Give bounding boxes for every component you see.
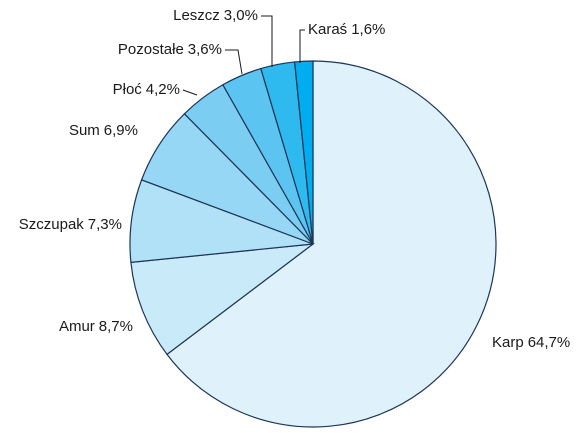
leader-line: [182, 89, 198, 96]
slice-label: Leszcz 3,0%: [173, 7, 258, 24]
category-label: Płoć: [113, 81, 143, 98]
category-label: Szczupak: [19, 216, 85, 233]
pie-slice: [130, 243, 316, 356]
category-label: Karaś: [308, 21, 347, 38]
value-label: 3,6%: [188, 41, 222, 58]
value-label: 7,3%: [88, 216, 122, 233]
category-label: Karp: [492, 334, 524, 351]
slice-label: Pozostałe 3,6%: [118, 41, 222, 58]
value-label: 3,0%: [224, 7, 258, 24]
category-label: Pozostałe: [118, 41, 184, 58]
leader-line: [261, 15, 273, 67]
value-label: 1,6%: [351, 21, 385, 38]
slice-label: Płoć 4,2%: [113, 81, 180, 98]
leader-line: [225, 49, 243, 75]
value-label: 64,7%: [528, 334, 571, 351]
leader-line: [299, 29, 305, 63]
slice-label: Karaś 1,6%: [308, 21, 385, 38]
category-label: Leszcz: [173, 7, 220, 24]
slice-label: Karp 64,7%: [492, 334, 570, 351]
value-label: 4,2%: [146, 81, 180, 98]
value-label: 8,7%: [99, 318, 133, 335]
category-label: Amur: [59, 318, 95, 335]
category-label: Sum: [69, 122, 100, 139]
slice-label: Sum 6,9%: [69, 122, 138, 139]
value-label: 6,9%: [104, 122, 138, 139]
slice-label: Szczupak 7,3%: [19, 216, 122, 233]
slice-label: Amur 8,7%: [59, 318, 133, 335]
pie-slice: [166, 60, 497, 428]
pie-slice: [293, 60, 314, 245]
